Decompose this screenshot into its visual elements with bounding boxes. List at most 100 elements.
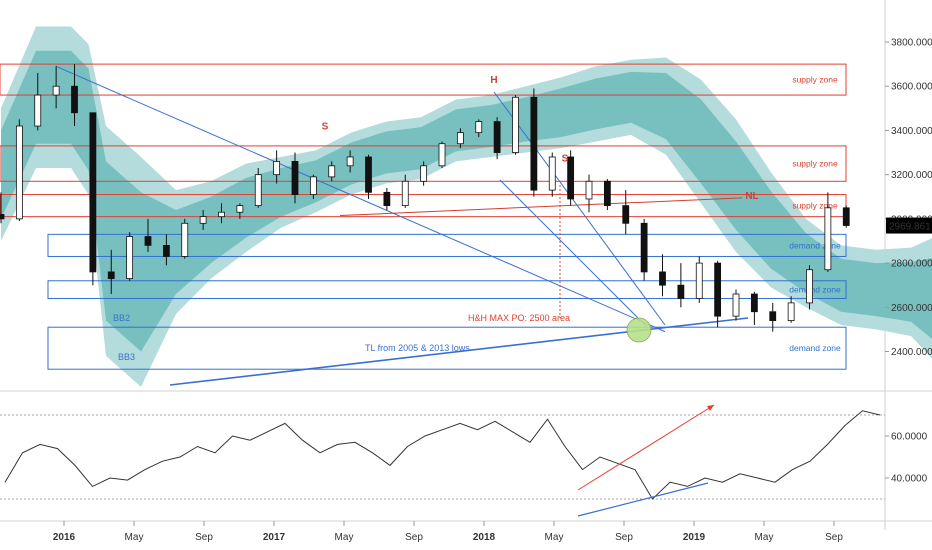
candle — [254, 174, 262, 207]
candle — [512, 96, 519, 153]
candle — [273, 160, 281, 176]
candle — [695, 262, 703, 299]
price-tick-label: 3800.0000 — [891, 38, 932, 49]
candle — [732, 293, 740, 317]
neckline-label: NL — [745, 191, 758, 202]
downtrend-line — [55, 65, 666, 333]
candle — [842, 207, 850, 226]
candles — [0, 64, 850, 332]
long-term-trendline — [169, 317, 749, 386]
left-shoulder-label: S — [322, 121, 329, 132]
demand-zone-label-5: demand zone — [789, 343, 841, 353]
candle — [456, 132, 464, 145]
price-tick-label: 3600.0000 — [891, 82, 932, 93]
right-shoulder-label: S — [562, 153, 569, 164]
candle — [218, 211, 225, 218]
rsi-tick-label: 60.0000 — [891, 432, 928, 443]
candle — [52, 85, 60, 96]
bb2-band — [1, 50, 932, 352]
candle — [567, 156, 575, 200]
candle — [89, 112, 97, 273]
zones: supply zone supply zone supply zone demand … — [0, 63, 847, 370]
labels: S H S NL H&H MAX PO: 2500 area TL from 2005 &… — [113, 75, 759, 362]
price-tick-label: 2600.0000 — [891, 303, 932, 314]
time-tick-label: May — [335, 532, 354, 543]
lines — [55, 65, 749, 386]
channel-lower — [499, 179, 649, 329]
candle — [15, 125, 23, 220]
candle — [769, 311, 777, 321]
candle — [420, 165, 428, 182]
candle — [659, 271, 666, 286]
time-tick-label: 2019 — [683, 532, 706, 543]
neckline — [339, 197, 743, 217]
candle — [714, 262, 722, 317]
candle — [199, 216, 207, 224]
candle — [677, 284, 685, 299]
price-tick-label: 3400.0000 — [891, 126, 932, 137]
time-tick-label: 2018 — [473, 532, 496, 543]
supply-zone-label-2: supply zone — [792, 201, 838, 211]
candle — [0, 214, 5, 220]
trendline-annotation: TL from 2005 & 2013 lows — [365, 343, 470, 353]
time-tick-label: Sep — [405, 532, 423, 543]
touch-highlight — [626, 317, 652, 343]
demand-zone-5 — [47, 326, 847, 370]
candle — [107, 271, 115, 279]
candle — [787, 302, 795, 321]
time-tick-label: 2017 — [263, 532, 286, 543]
candle — [622, 205, 630, 224]
candle — [548, 156, 556, 191]
candle — [162, 245, 170, 257]
candle — [438, 143, 446, 167]
candle — [291, 160, 299, 195]
time-tick-label: May — [755, 532, 774, 543]
bb2-label: BB2 — [113, 313, 130, 323]
time-tick-label: 2016 — [53, 532, 76, 543]
candle — [530, 96, 538, 191]
candle — [475, 121, 483, 134]
candle — [585, 180, 593, 200]
demand-zone-4 — [47, 280, 847, 299]
bands — [1, 26, 932, 387]
candle — [493, 121, 501, 153]
time-tick-label: Sep — [615, 532, 633, 543]
bb3-label: BB3 — [118, 352, 135, 362]
rsi-tick-label: 40.0000 — [891, 474, 928, 485]
time-axis[interactable]: 2016 May Sep 2017 May Sep 2018 May Sep 2019 May Sep — [53, 521, 843, 543]
candle — [34, 94, 42, 127]
candle — [181, 222, 189, 257]
price-tick-label: 3200.0000 — [891, 170, 932, 181]
candle — [126, 236, 134, 279]
candle — [824, 207, 832, 271]
head-label: H — [490, 75, 497, 86]
candle — [383, 191, 391, 207]
candle — [346, 156, 354, 167]
candle — [236, 205, 244, 213]
candle — [401, 180, 409, 207]
last-price-marker — [886, 217, 932, 234]
time-tick-label: May — [125, 532, 144, 543]
price-tick-label: 2400.0000 — [891, 347, 932, 358]
candle — [328, 165, 336, 178]
price-tick-label: 2800.0000 — [891, 259, 932, 270]
last-price-label: 2969.861 — [889, 222, 931, 233]
candle — [806, 269, 813, 304]
rsi-pane: 60.0000 40.0000 — [0, 404, 928, 517]
demand-zone-3 — [47, 233, 847, 257]
rsi-line — [4, 410, 881, 500]
supply-zone-label-1: supply zone — [792, 159, 838, 169]
candle — [750, 293, 758, 313]
time-tick-label: Sep — [825, 532, 843, 543]
candle — [71, 85, 78, 114]
time-tick-label: Sep — [195, 532, 213, 543]
rsi-support-line — [577, 482, 709, 517]
demand-zone-label-4: demand zone — [789, 285, 841, 295]
price-axis[interactable]: 3800.00003600.00003400.00003200.00003000… — [885, 38, 932, 359]
candle — [365, 156, 372, 193]
demand-zone-label-3: demand zone — [789, 240, 841, 250]
supply-zone-0 — [0, 63, 847, 96]
rsi-divergence-arrow — [707, 405, 714, 411]
rsi-divergence-up — [577, 404, 715, 491]
